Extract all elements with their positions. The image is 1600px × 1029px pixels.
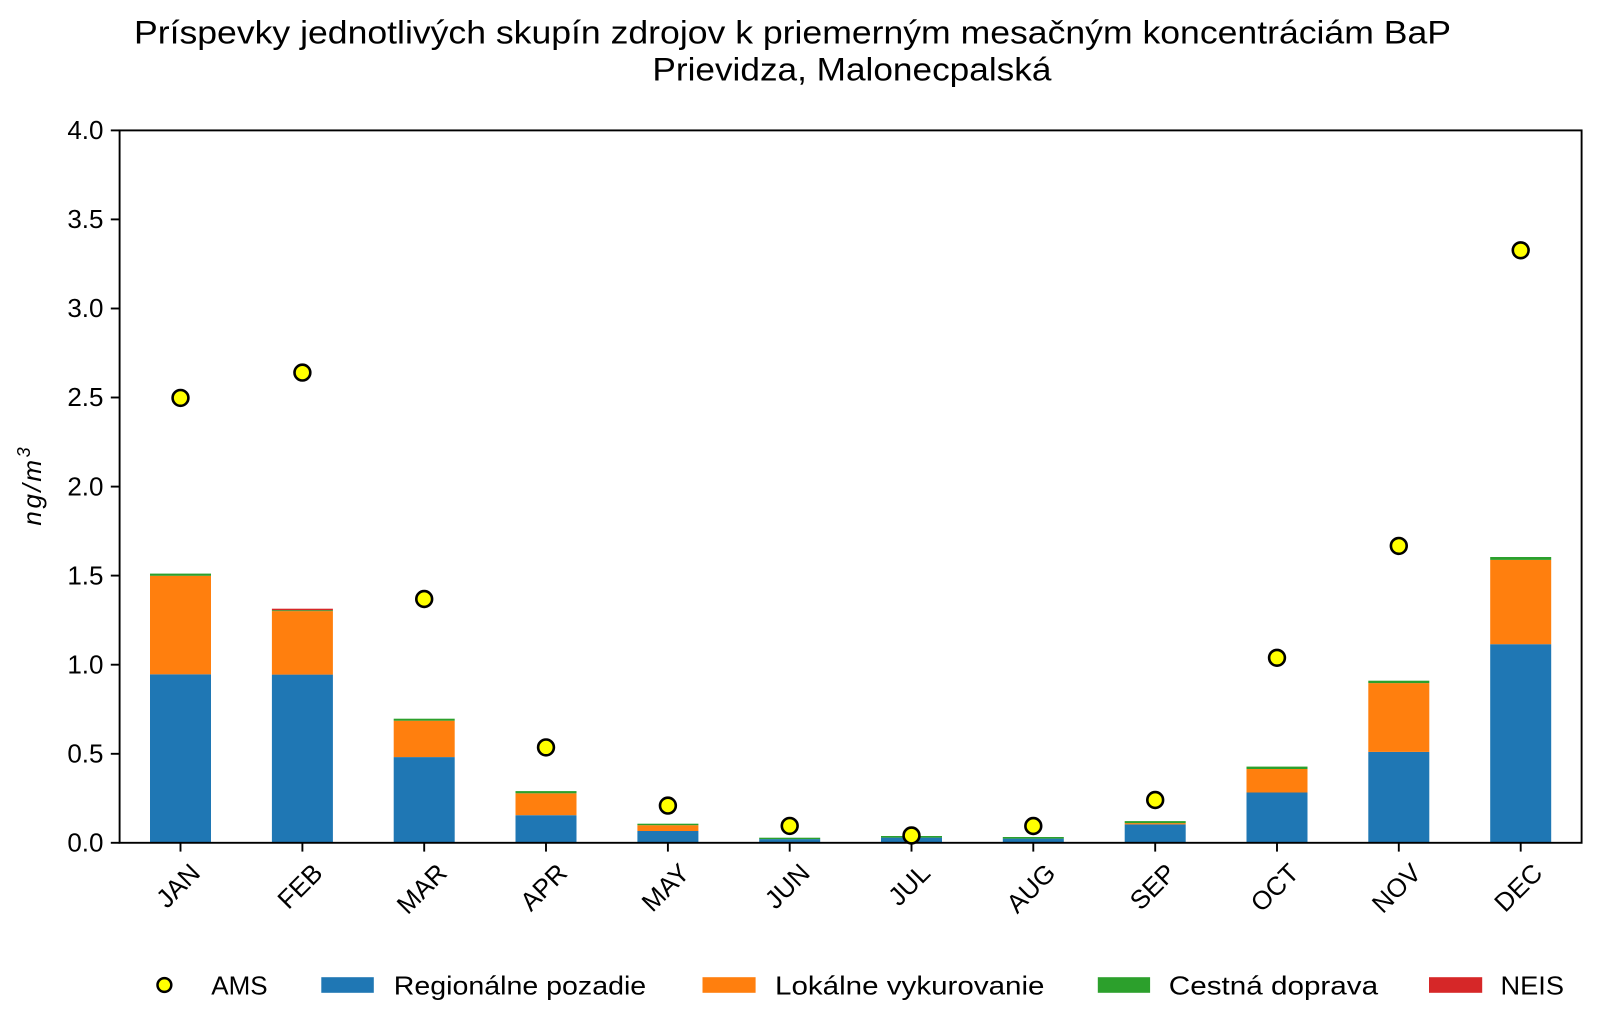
svg-text:1.0: 1.0 — [67, 649, 103, 679]
svg-text:2.5: 2.5 — [67, 382, 103, 412]
svg-text:3.5: 3.5 — [67, 204, 103, 234]
svg-text:Lokálne vykurovanie: Lokálne vykurovanie — [775, 970, 1045, 1000]
svg-text:AMS: AMS — [211, 970, 267, 1000]
svg-text:NEIS: NEIS — [1501, 970, 1565, 1000]
svg-text:2.0: 2.0 — [67, 471, 103, 501]
svg-text:3.0: 3.0 — [67, 293, 103, 323]
svg-text:ng/m3: ng/m3 — [14, 447, 47, 525]
svg-text:Prievidza, Malonecpalská: Prievidza, Malonecpalská — [652, 51, 1051, 87]
svg-text:4.0: 4.0 — [67, 115, 103, 145]
svg-text:Cestná doprava: Cestná doprava — [1169, 970, 1379, 1000]
svg-text:0.0: 0.0 — [67, 828, 103, 858]
svg-text:0.5: 0.5 — [67, 739, 103, 769]
svg-text:Príspevky jednotlivých skupín: Príspevky jednotlivých skupín zdrojov k … — [134, 14, 1451, 50]
svg-text:Regionálne pozadie: Regionálne pozadie — [394, 970, 646, 1000]
svg-text:1.5: 1.5 — [67, 560, 103, 590]
